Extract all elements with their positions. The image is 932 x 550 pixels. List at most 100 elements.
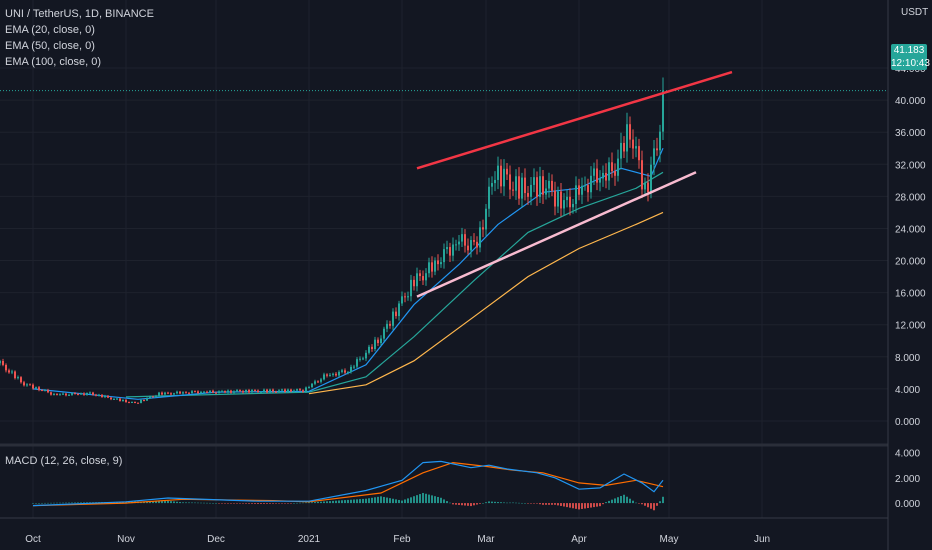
upper-trendline[interactable] <box>416 70 733 170</box>
candle-body <box>458 241 460 245</box>
candle-body <box>506 168 508 175</box>
candle-body <box>455 244 457 246</box>
macd-histogram-bar <box>395 499 397 504</box>
candle-body <box>2 361 4 365</box>
macd-histogram-bar <box>401 500 403 504</box>
candle-body <box>518 176 520 199</box>
candle-body <box>605 172 607 181</box>
macd-histogram-bar <box>86 502 88 504</box>
macd-histogram-bar <box>155 501 157 504</box>
macd-histogram-bar <box>269 503 271 504</box>
ema50-line <box>125 171 664 398</box>
macd-histogram-bar <box>656 503 658 506</box>
price-tick-label: 8.000 <box>895 353 920 364</box>
macd-histogram-bar <box>185 502 187 504</box>
macd-histogram-bar <box>188 502 190 504</box>
candle-body <box>386 323 388 329</box>
macd-histogram-bar <box>305 502 307 504</box>
macd-histogram-bar <box>476 503 478 505</box>
ema100-legend[interactable]: EMA (100, close, 0) <box>5 56 101 68</box>
price-tick-label: 12.000 <box>895 321 926 332</box>
macd-histogram-bar <box>650 503 652 509</box>
macd-histogram-bar <box>635 502 637 504</box>
macd-histogram-bar <box>638 503 640 504</box>
candle-body <box>227 390 229 393</box>
macd-histogram-bar <box>344 500 346 504</box>
macd-histogram-bar <box>365 498 367 504</box>
macd-histogram-bar <box>446 501 448 504</box>
candle-body <box>17 377 19 379</box>
macd-histogram-bar <box>377 496 379 504</box>
macd-histogram-bar <box>572 503 574 509</box>
macd-histogram-bar <box>149 501 151 504</box>
candle-body <box>305 387 307 392</box>
candle-body <box>497 165 499 180</box>
symbol-title[interactable]: UNI / TetherUS, 1D, BINANCE <box>5 8 154 20</box>
candle-body <box>11 371 13 373</box>
candle-body <box>194 391 196 393</box>
macd-histogram-bar <box>398 499 400 504</box>
candle-body <box>254 389 256 391</box>
candle-body <box>491 183 493 187</box>
macd-histogram-bar <box>56 502 58 504</box>
ema20-legend[interactable]: EMA (20, close, 0) <box>5 24 95 36</box>
candle-body <box>14 371 16 379</box>
candle-body <box>641 160 643 190</box>
candle-body <box>590 175 592 193</box>
candle-body <box>383 328 385 339</box>
candle-body <box>395 311 397 317</box>
candle-body <box>191 391 193 394</box>
lower-trendline[interactable] <box>416 171 697 298</box>
macd-histogram-bar <box>494 501 496 504</box>
candle-body <box>620 142 622 159</box>
time-axis-label: 2021 <box>298 534 321 545</box>
candle-body <box>521 177 523 199</box>
macd-histogram-bar <box>236 503 238 504</box>
price-tick-label: 4.000 <box>895 385 920 396</box>
candle-body <box>299 389 301 391</box>
macd-histogram-bar <box>287 503 289 504</box>
candle-body <box>545 188 547 195</box>
candle-body <box>437 260 439 265</box>
candle-body <box>533 177 535 185</box>
candle-body <box>578 185 580 195</box>
candle-body <box>185 392 187 394</box>
candle-body <box>440 262 442 265</box>
price-tick-label: 40.000 <box>895 96 926 107</box>
candle-body <box>362 358 364 360</box>
bar-countdown: 12:10:43 <box>891 58 930 69</box>
candle-body <box>626 124 628 152</box>
candle-body <box>575 185 577 204</box>
macd-legend[interactable]: MACD (12, 26, close, 9) <box>5 455 123 467</box>
macd-histogram-bar <box>323 501 325 504</box>
candle-body <box>617 158 619 176</box>
candle-body <box>182 392 184 394</box>
macd-histogram-bar <box>83 502 85 504</box>
macd-histogram-bar <box>53 502 55 504</box>
macd-histogram-bar <box>422 492 424 504</box>
macd-histogram-bar <box>434 496 436 504</box>
macd-histogram-bar <box>32 503 34 504</box>
macd-histogram-bar <box>260 503 262 504</box>
macd-histogram-bar <box>242 503 244 504</box>
candle-body <box>86 392 88 395</box>
candle-body <box>644 182 646 190</box>
candle-body <box>566 196 568 201</box>
macd-histogram-bar <box>353 499 355 504</box>
macd-histogram-bar <box>341 500 343 504</box>
macd-histogram-bar <box>164 500 166 504</box>
candle-body <box>35 387 37 389</box>
macd-histogram-bar <box>230 503 232 504</box>
ema50-legend[interactable]: EMA (50, close, 0) <box>5 40 95 52</box>
candle-body <box>335 373 337 376</box>
macd-histogram-bar <box>503 502 505 504</box>
candle-body <box>95 394 97 396</box>
macd-histogram-bar <box>293 502 295 504</box>
macd-histogram-bar <box>425 493 427 504</box>
candle-body <box>326 374 328 376</box>
macd-histogram-bar <box>641 503 643 505</box>
macd-histogram-bar <box>200 502 202 504</box>
candle-body <box>530 184 532 197</box>
macd-histogram-bar <box>428 494 430 504</box>
